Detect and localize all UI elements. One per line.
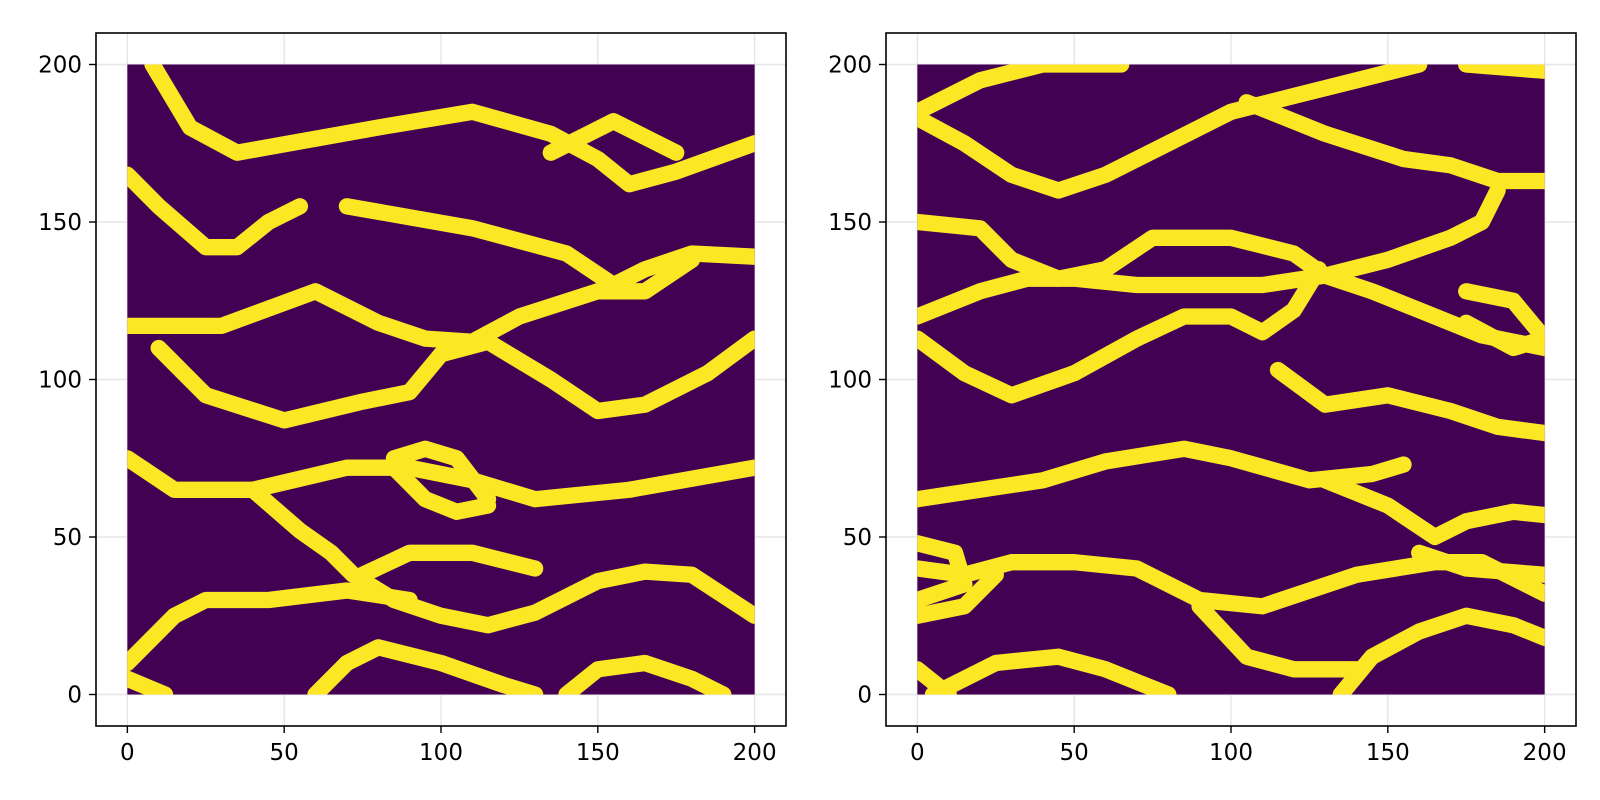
x-tick-label: 100 <box>419 740 463 766</box>
x-tick-label: 150 <box>1366 740 1410 766</box>
y-tick-label: 0 <box>67 683 82 709</box>
channel-path <box>1238 94 1545 190</box>
channel-group <box>917 64 1545 695</box>
channel-path <box>1411 544 1545 583</box>
x-tick-label: 50 <box>1060 740 1089 766</box>
channel-path <box>127 450 755 508</box>
channel-path <box>1316 472 1545 546</box>
y-tick-label: 150 <box>38 210 82 236</box>
x-tick-label: 150 <box>576 740 620 766</box>
channel-path <box>558 654 732 695</box>
x-tick-label: 50 <box>270 740 299 766</box>
y-tick-label: 200 <box>828 53 872 79</box>
channel-path <box>1269 361 1545 442</box>
channel-path <box>917 182 1506 287</box>
channel-path <box>385 440 497 508</box>
channel-path <box>542 113 685 161</box>
x-tick-label: 200 <box>733 740 777 766</box>
channel-path <box>1458 314 1545 357</box>
heatmap-panel-left: 0 50 100 150 200 0 50 100 150 200 <box>38 32 787 766</box>
channel-path <box>1458 64 1545 79</box>
heatmap-field <box>127 64 755 695</box>
y-tick-label: 50 <box>53 525 82 551</box>
channel-path <box>150 330 755 429</box>
x-tick-label: 200 <box>1523 740 1567 766</box>
channel-path <box>354 544 544 583</box>
channel-path <box>917 535 973 609</box>
y-tick-label: 100 <box>828 368 872 394</box>
channel-path <box>917 440 1412 508</box>
channel-path <box>917 267 1545 357</box>
channel-path <box>917 64 1428 199</box>
channel-path <box>127 670 174 695</box>
channel-path <box>127 166 309 256</box>
channel-path <box>244 481 755 634</box>
y-tick-label: 50 <box>843 525 872 551</box>
channel-path <box>917 64 1130 120</box>
channel-path <box>1458 283 1545 347</box>
y-tick-label: 100 <box>38 368 82 394</box>
channel-path <box>1332 607 1545 695</box>
channel-group <box>127 64 755 695</box>
x-tick-label: 100 <box>1209 740 1253 766</box>
channel-path <box>307 639 544 695</box>
channel-path <box>127 251 701 350</box>
y-tick-label: 0 <box>857 683 872 709</box>
channel-path <box>144 64 755 193</box>
x-tick-label: 0 <box>120 740 135 766</box>
channel-path <box>127 582 418 672</box>
y-tick-label: 150 <box>828 210 872 236</box>
x-tick-label: 0 <box>910 740 925 766</box>
channel-path <box>924 648 1177 695</box>
heatmap-panel-right: 0 50 100 150 200 0 50 100 150 200 <box>828 32 1577 766</box>
channel-path <box>917 566 1004 624</box>
channel-path <box>1191 598 1365 678</box>
channel-path <box>385 459 497 520</box>
y-tick-label: 200 <box>38 53 82 79</box>
channel-path <box>917 261 1327 404</box>
